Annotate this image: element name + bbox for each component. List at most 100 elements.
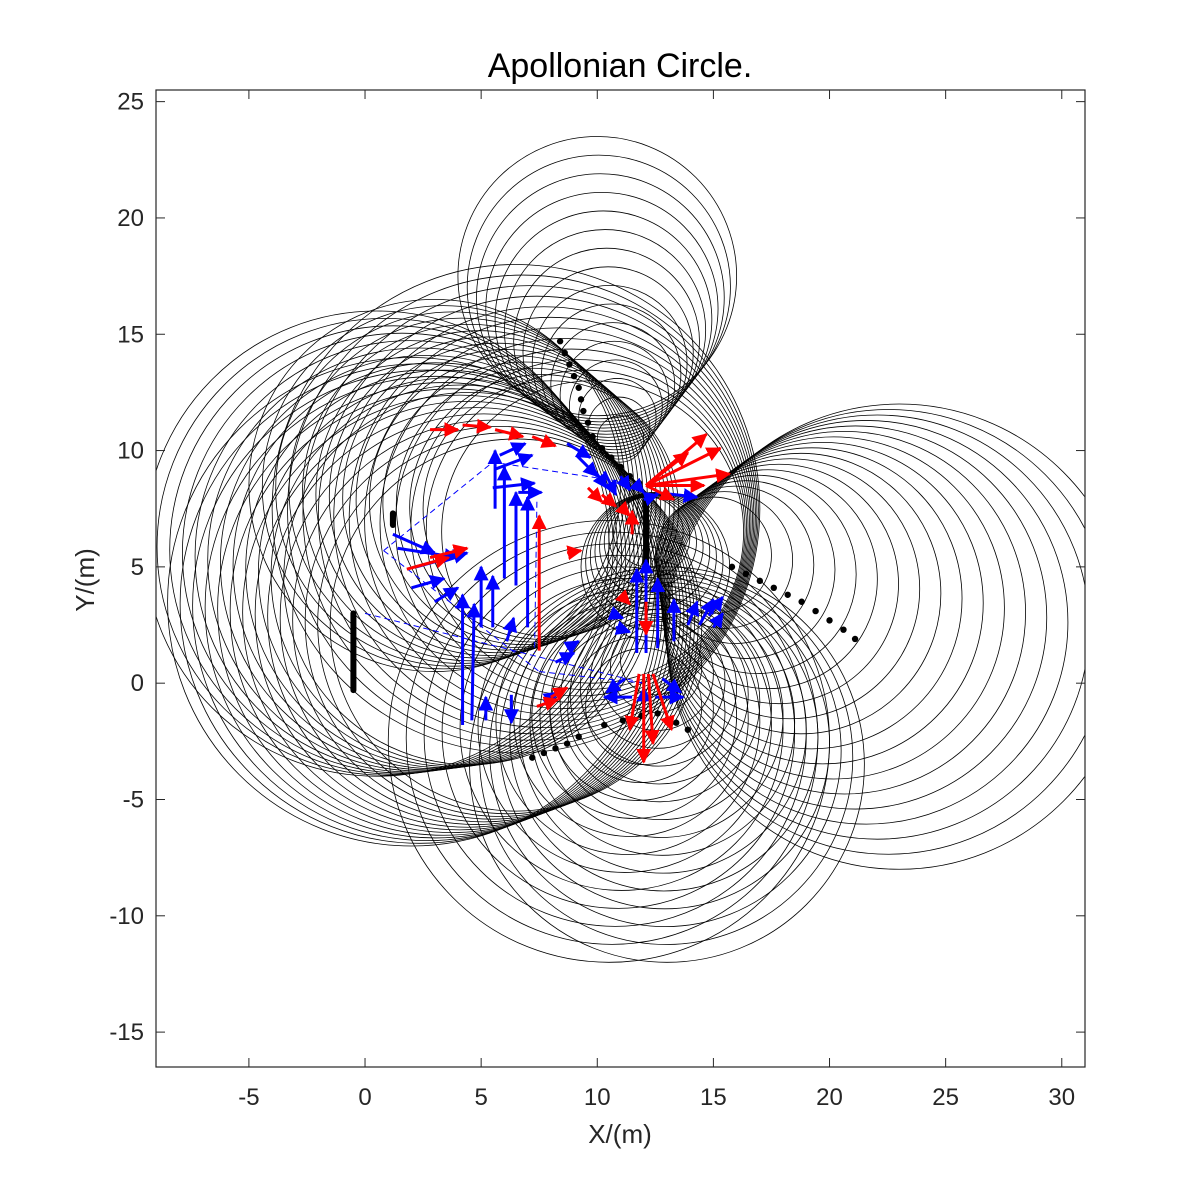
blue-vector: [616, 474, 632, 492]
chart-title: Apollonian Circle.: [488, 47, 753, 85]
y-axis-label: Y/(m): [70, 548, 100, 612]
red-vector: [651, 673, 675, 732]
apollonian-circle: [666, 403, 1085, 870]
apollonian-circle: [469, 566, 865, 963]
apollonian-circle: [620, 624, 691, 696]
red-vector: [462, 418, 492, 434]
blue-vector: [566, 442, 592, 459]
trajectory-point: [617, 463, 624, 471]
apollonian-circle: [559, 340, 669, 451]
blue-vector: [411, 575, 446, 590]
plot-frame: [155, 89, 1086, 1068]
trajectory-point: [556, 338, 564, 345]
trajectory-point: [540, 749, 548, 757]
apollonian-circle: [596, 415, 645, 463]
trajectory-point: [756, 577, 764, 585]
blue-vector: [466, 602, 482, 721]
apollonian-circle: [494, 210, 713, 429]
blue-vector: [492, 477, 537, 493]
red-vector: [645, 451, 690, 487]
trajectory-point: [798, 598, 805, 605]
apollonian-circle: [503, 229, 707, 432]
trajectory-point: [575, 384, 582, 391]
x-tick-label: 20: [816, 1084, 843, 1111]
trajectory-point: [577, 396, 585, 403]
blue-vector: [392, 532, 437, 555]
apollonian-circle: [569, 359, 663, 454]
x-tick-label: 30: [1048, 1084, 1075, 1111]
apollonian-circle: [550, 322, 676, 448]
apollonian-circle: [539, 593, 784, 838]
apollonian-circle: [410, 359, 747, 697]
blue-vector: [628, 477, 645, 494]
x-tick-label: -5: [238, 1084, 259, 1111]
blue-vector: [642, 491, 660, 507]
trajectory-point: [654, 710, 661, 717]
trajectory-point: [812, 607, 819, 615]
apollonian-circle: [569, 605, 749, 785]
blue-vector: [708, 612, 724, 629]
apollonian-circle: [379, 338, 750, 709]
y-tick-label: -10: [109, 903, 144, 930]
trajectory-point: [742, 570, 750, 578]
red-vector: [429, 544, 469, 560]
trajectory-point: [580, 407, 587, 415]
circle-family: [457, 136, 738, 463]
blue-velocity-vectors: [392, 442, 724, 726]
trajectory-point: [601, 721, 608, 729]
apollonian-circle: [477, 578, 772, 873]
y-tick-label: 5: [131, 554, 144, 581]
trajectory-point: [561, 349, 568, 357]
blue-vector: [607, 606, 625, 620]
y-tick-label: 0: [131, 670, 144, 697]
apollonian-circle: [541, 303, 682, 444]
apollonian-circle: [267, 407, 685, 825]
x-axis-label: X/(m): [588, 1119, 652, 1149]
apollonian-circle: [194, 340, 627, 773]
red-vector: [494, 426, 525, 441]
trajectory-point: [570, 372, 578, 380]
apollonian-circle: [476, 173, 725, 423]
red-vector: [406, 553, 451, 571]
blue-vector: [499, 442, 527, 457]
link-line: [383, 550, 540, 672]
apollonian-circle: [522, 266, 694, 438]
apollonian-circles: [156, 136, 1085, 963]
apollonian-circle: [441, 554, 796, 909]
apollonian-circle: [457, 136, 738, 417]
x-tick-label: 0: [358, 1084, 371, 1111]
apollonian-circle: [466, 154, 731, 420]
trajectory-point: [826, 617, 833, 624]
trajectory-point: [851, 635, 859, 643]
red-vector: [531, 433, 557, 448]
trajectory-point: [566, 361, 573, 368]
trajectory-point: [684, 726, 692, 733]
trajectory-point: [770, 584, 777, 592]
x-tick-label: 15: [700, 1084, 727, 1111]
trajectory-point: [619, 717, 627, 724]
apollonian-circle: [567, 636, 714, 783]
red-vector: [586, 486, 603, 503]
red-vector: [644, 673, 660, 746]
red-vector: [614, 589, 631, 606]
apollonian-circle: [387, 519, 830, 963]
apollonian-circle: [169, 325, 618, 775]
red-vector: [645, 484, 676, 501]
apollonian-circle: [531, 285, 688, 441]
x-tick-label: 25: [932, 1084, 959, 1111]
y-tick-label: -15: [109, 1019, 144, 1046]
trajectory-point: [529, 754, 536, 761]
trajectory-point: [673, 719, 680, 726]
blue-vector: [563, 640, 580, 655]
circle-family: [156, 310, 656, 777]
trajectory-point: [552, 745, 559, 752]
y-axis-ticks: 25 20 15 10 5 0 -5 -10 -15: [109, 89, 1085, 1046]
blue-vector: [685, 600, 700, 626]
y-tick-label: 25: [117, 89, 144, 116]
blue-vector: [494, 452, 534, 471]
trajectory-point: [608, 454, 615, 461]
apollonian-circle: [333, 306, 755, 728]
apollonian-circle: [395, 367, 671, 643]
red-vector: [600, 491, 618, 508]
trajectory-point: [626, 472, 633, 480]
